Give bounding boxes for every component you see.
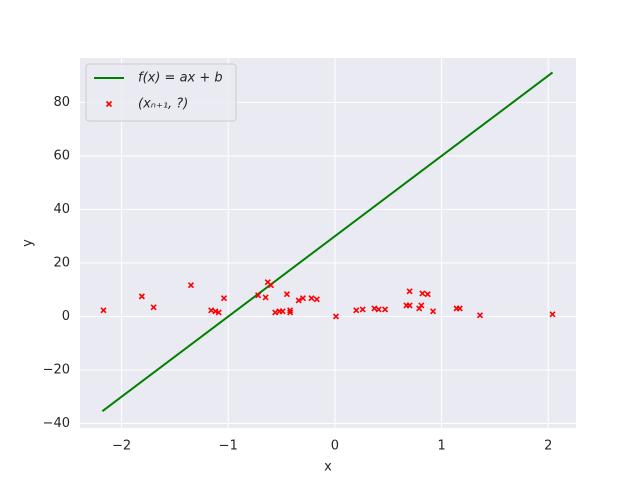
y-tick-label: 60 <box>53 148 70 163</box>
grid <box>80 58 576 428</box>
scatter-point <box>208 307 215 314</box>
scatter-point <box>287 309 294 316</box>
scatter-point <box>406 302 413 309</box>
scatter-point <box>353 307 360 314</box>
scatter-point <box>476 312 484 319</box>
scatter-point <box>138 293 145 300</box>
marks <box>100 71 556 412</box>
scatter-point <box>375 306 382 313</box>
scatter-point <box>272 309 279 316</box>
scatter-point <box>406 288 413 295</box>
scatter-point <box>100 307 107 314</box>
x-tick-label: 1 <box>437 439 445 454</box>
scatter-point <box>295 297 302 304</box>
scatter-point <box>424 291 431 298</box>
scatter-point <box>313 296 320 303</box>
scatter-point <box>262 294 269 301</box>
y-tick-label: −20 <box>43 362 70 377</box>
line <box>101 71 554 412</box>
y-tick-label: 20 <box>53 255 70 270</box>
scatter-point <box>430 308 437 315</box>
y-tick-label: 40 <box>53 202 70 217</box>
x-axis-label: x <box>324 460 332 475</box>
legend-label: (xₙ₊₁, ?) <box>138 97 188 112</box>
x-tick-label: 0 <box>331 439 339 454</box>
legend-label: f(x) = ax + b <box>138 71 223 86</box>
scatter-point <box>299 295 306 302</box>
scatter-point <box>187 282 194 289</box>
y-tick-label: 80 <box>53 95 70 110</box>
y-tick-label: 0 <box>62 309 70 324</box>
scatter-point <box>332 313 340 320</box>
scatter-point <box>456 305 463 312</box>
scatter-point <box>255 292 262 299</box>
scatter-point <box>371 305 378 312</box>
scatter-point <box>419 290 426 297</box>
y-tick-label: −40 <box>43 416 70 431</box>
scatter-point <box>287 307 294 314</box>
scatter-point <box>308 295 315 302</box>
legend-swatch <box>105 100 113 108</box>
scatter-point <box>549 311 556 318</box>
scatter-point <box>418 302 425 309</box>
scatter-point <box>283 291 290 298</box>
scatter-point <box>267 282 274 289</box>
x-tick-label: −2 <box>112 439 131 454</box>
scatter-point <box>150 304 157 311</box>
scatter-point <box>220 295 228 302</box>
legend: f(x) = ax + b (xₙ₊₁, ?) <box>85 63 237 122</box>
x-tick-label: −1 <box>219 439 238 454</box>
y-axis-label: y <box>21 239 36 247</box>
x-tick-label: 2 <box>544 439 552 454</box>
scatter-point <box>359 306 366 313</box>
scatter-point <box>382 306 389 313</box>
scatter-point <box>279 308 286 315</box>
scatter-point <box>215 309 222 316</box>
